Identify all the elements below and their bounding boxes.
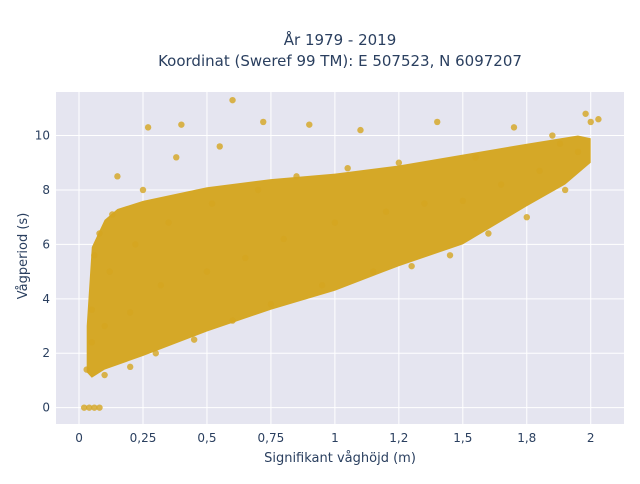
scatter-point [157, 282, 165, 289]
scatter-point [408, 262, 415, 270]
x-tick-label: 0,5 [197, 431, 216, 445]
y-tick-label: 8 [42, 183, 50, 197]
scatter-point [216, 143, 223, 150]
scatter-point [395, 159, 403, 166]
scatter-point [96, 230, 103, 237]
scatter-point [80, 404, 88, 411]
scatter-point [561, 186, 569, 194]
scatter-point [510, 124, 518, 131]
y-tick-label: 10 [35, 129, 50, 143]
scatter-point [446, 252, 454, 259]
scatter-point [165, 219, 172, 226]
scatter-point [173, 154, 180, 161]
scatter-point [229, 96, 236, 104]
x-tick-label: 1,8 [517, 431, 536, 445]
scatter-point [459, 197, 467, 205]
scatter-point [109, 211, 116, 218]
scatter-point [91, 404, 98, 411]
scatter-point [421, 200, 428, 207]
x-tick-label: 0 [75, 431, 83, 445]
x-tick-label: 1 [331, 431, 339, 445]
scatter-point [556, 140, 564, 147]
scatter-point [254, 186, 262, 194]
scatter-point [126, 363, 134, 371]
scatter-point [536, 167, 543, 175]
scatter-point [260, 118, 267, 126]
x-tick-label: 1,5 [453, 431, 472, 445]
scatter-point [472, 154, 479, 161]
scatter-point [293, 173, 300, 180]
scatter-point [229, 317, 236, 324]
scatter-point [549, 132, 556, 139]
scatter-point [242, 254, 249, 262]
points-layer [80, 96, 602, 411]
chart-title-line-1: År 1979 - 2019 [284, 30, 397, 49]
y-tick-label: 4 [42, 292, 50, 306]
scatter-point [318, 282, 326, 289]
x-tick-label: 0,75 [258, 431, 285, 445]
scatter-point [96, 404, 103, 411]
x-axis-title: Signifikant våghöjd (m) [264, 451, 416, 466]
scatter-point [344, 164, 351, 172]
scatter-point [190, 336, 198, 343]
x-tick-label: 1,2 [389, 431, 408, 445]
scatter-point [101, 322, 108, 330]
scatter-point [208, 200, 216, 207]
scatter-point [126, 309, 134, 316]
ticks-layer: 0 0,25 0,5 0,75 1 1,2 1,5 1,8 2 0 2 4 6 8 10 [35, 129, 595, 445]
scatter-point [587, 118, 594, 126]
chart-title-line-2: Koordinat (Sweref 99 TM): E 507523, N 60… [158, 52, 522, 70]
scatter-point [132, 241, 139, 248]
scatter-point [203, 268, 211, 275]
scatter-point [101, 371, 108, 379]
x-tick-label: 2 [587, 431, 595, 445]
y-tick-label: 2 [42, 346, 50, 360]
scatter-point [582, 110, 589, 117]
scatter-point [106, 268, 113, 275]
scatter-point [114, 173, 121, 180]
y-tick-label: 0 [42, 401, 50, 415]
scatter-point [497, 181, 505, 188]
scatter-point [280, 235, 287, 243]
scatter-point [331, 219, 339, 226]
scatter-point [152, 350, 159, 357]
scatter-point [434, 118, 441, 126]
scatter-point [267, 301, 275, 308]
scatter-point [88, 339, 96, 346]
y-tick-label: 6 [42, 237, 50, 251]
point-cloud-body [86, 135, 591, 378]
scatter-point [144, 124, 152, 131]
scatter-point [595, 116, 602, 123]
scatter-point [83, 366, 90, 373]
scatter-point [306, 121, 313, 128]
scatter-point [574, 148, 582, 156]
x-tick-label: 0,25 [130, 431, 157, 445]
scatter-point [357, 126, 364, 134]
y-axis-title: Vågperiod (s) [16, 213, 31, 300]
scatter-point [523, 213, 530, 221]
scatter-point [91, 252, 98, 259]
scatter-point [370, 268, 377, 275]
scatter-point [139, 186, 147, 194]
scatter-point [88, 306, 96, 313]
scatter-point [178, 121, 185, 128]
scatter-point [86, 404, 93, 411]
scatter-point [485, 230, 492, 237]
scatter-point [382, 208, 390, 215]
